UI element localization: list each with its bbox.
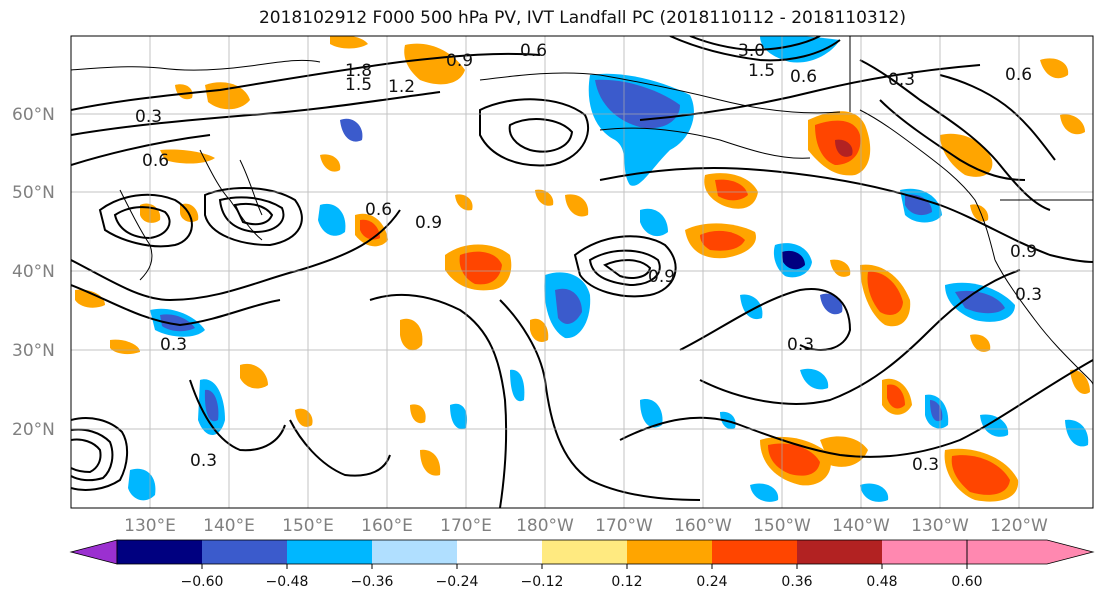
colorbar-tick-label: −0.48	[266, 574, 309, 590]
lon-label: 170°E	[440, 516, 492, 536]
colorbar-tick-labels: −0.60 −0.48 −0.36 −0.24 −0.12 0.12 0.24 …	[181, 574, 983, 590]
svg-text:3.0: 3.0	[738, 41, 765, 61]
svg-text:0.9: 0.9	[446, 51, 473, 71]
svg-text:1.8: 1.8	[345, 61, 372, 81]
lon-label: 130°E	[124, 516, 176, 536]
lon-label: 180°W	[516, 516, 574, 536]
svg-text:0.3: 0.3	[160, 335, 187, 355]
colorbar-tick-label: 0.24	[696, 574, 727, 590]
colorbar-tick-label: −0.60	[181, 574, 224, 590]
lat-label: 30°N	[12, 341, 55, 361]
svg-text:0.9: 0.9	[1010, 242, 1037, 262]
lat-label: 50°N	[12, 183, 55, 203]
colorbar-right-extension	[966, 539, 1095, 565]
svg-text:0.3: 0.3	[190, 451, 217, 471]
colorbar-tick-label: 0.12	[611, 574, 642, 590]
svg-text:1.5: 1.5	[748, 61, 775, 81]
svg-text:0.3: 0.3	[135, 107, 162, 127]
lon-label: 140°E	[203, 516, 255, 536]
colorbar-tick-label: −0.12	[521, 574, 564, 590]
lon-label: 150°W	[753, 516, 811, 536]
colorbar-segment	[542, 540, 627, 564]
colorbar-segment	[457, 540, 542, 564]
svg-text:0.6: 0.6	[790, 67, 817, 87]
svg-text:0.6: 0.6	[520, 41, 547, 61]
svg-text:0.6: 0.6	[1005, 65, 1032, 85]
lon-label: 160°E	[361, 516, 413, 536]
colorbar-segment	[287, 540, 372, 564]
svg-text:0.6: 0.6	[365, 200, 392, 220]
lat-label: 60°N	[12, 105, 55, 125]
colorbar-segment	[797, 540, 882, 564]
svg-text:0.3: 0.3	[787, 335, 814, 355]
colorbar-segment	[202, 540, 287, 564]
lat-label: 40°N	[12, 262, 55, 282]
lon-label: 170°W	[595, 516, 653, 536]
svg-text:0.9: 0.9	[648, 267, 675, 287]
map-title: 2018102912 F000 500 hPa PV, IVT Landfall…	[258, 8, 906, 28]
colorbar-segment	[117, 540, 202, 564]
colorbar: −0.60 −0.48 −0.36 −0.24 −0.12 0.12 0.24 …	[69, 539, 1095, 590]
lon-label: 120°W	[990, 516, 1048, 536]
longitude-labels: 130°E 140°E 150°E 160°E 170°E 180°W 170°…	[124, 516, 1048, 536]
colorbar-left-extension	[69, 539, 118, 565]
svg-text:0.3: 0.3	[912, 455, 939, 475]
gridlines	[71, 36, 1093, 508]
lon-label: 150°E	[282, 516, 334, 536]
colorbar-segment	[882, 540, 967, 564]
lon-label: 130°W	[911, 516, 969, 536]
svg-text:0.3: 0.3	[1015, 285, 1042, 305]
colorbar-tick-label: 0.60	[951, 574, 982, 590]
svg-text:0.3: 0.3	[888, 70, 915, 90]
svg-text:1.5: 1.5	[345, 75, 372, 95]
colorbar-ticks	[201, 564, 968, 569]
colorbar-segment	[712, 540, 797, 564]
colorbar-tick-label: −0.36	[351, 574, 394, 590]
colorbar-tick-label: 0.36	[781, 574, 812, 590]
svg-text:1.2: 1.2	[388, 77, 415, 97]
lon-label: 160°W	[674, 516, 732, 536]
svg-text:0.6: 0.6	[142, 151, 169, 171]
contour-labels: 0.6 1.8 1.5 1.2 0.9 0.3 0.6 0.9 0.6 0.3 …	[135, 41, 1042, 475]
plot-frame	[70, 35, 1094, 509]
latitude-labels: 60°N 50°N 40°N 30°N 20°N	[12, 105, 55, 440]
coastlines	[71, 36, 1093, 386]
colorbar-tick-label: −0.24	[436, 574, 479, 590]
colorbar-tick-label: 0.48	[866, 574, 897, 590]
colorbar-segment	[627, 540, 712, 564]
lon-label: 140°W	[832, 516, 890, 536]
svg-text:0.9: 0.9	[415, 213, 442, 233]
lat-label: 20°N	[12, 420, 55, 440]
colorbar-segment	[372, 540, 457, 564]
